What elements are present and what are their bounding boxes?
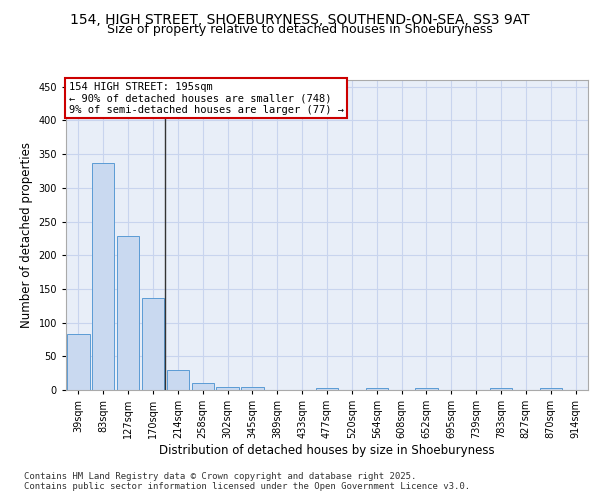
X-axis label: Distribution of detached houses by size in Shoeburyness: Distribution of detached houses by size … (159, 444, 495, 457)
Text: Size of property relative to detached houses in Shoeburyness: Size of property relative to detached ho… (107, 22, 493, 36)
Bar (92, 163, 115, 390)
Bar (539, 388, 562, 390)
Bar (365, 388, 388, 390)
Text: 154 HIGH STREET: 195sqm
← 90% of detached houses are smaller (748)
9% of semi-de: 154 HIGH STREET: 195sqm ← 90% of detache… (68, 82, 344, 115)
Bar (117, 236, 139, 390)
Bar (241, 386, 263, 390)
Bar (415, 388, 437, 390)
Text: 154, HIGH STREET, SHOEBURYNESS, SOUTHEND-ON-SEA, SS3 9AT: 154, HIGH STREET, SHOEBURYNESS, SOUTHEND… (70, 12, 530, 26)
Bar (167, 370, 189, 390)
Bar (490, 388, 512, 390)
Bar (191, 384, 214, 390)
Bar (142, 298, 164, 390)
Bar (316, 388, 338, 390)
Bar (67, 334, 89, 390)
Text: Contains HM Land Registry data © Crown copyright and database right 2025.: Contains HM Land Registry data © Crown c… (24, 472, 416, 481)
Text: Contains public sector information licensed under the Open Government Licence v3: Contains public sector information licen… (24, 482, 470, 491)
Bar (217, 386, 239, 390)
Y-axis label: Number of detached properties: Number of detached properties (20, 142, 33, 328)
